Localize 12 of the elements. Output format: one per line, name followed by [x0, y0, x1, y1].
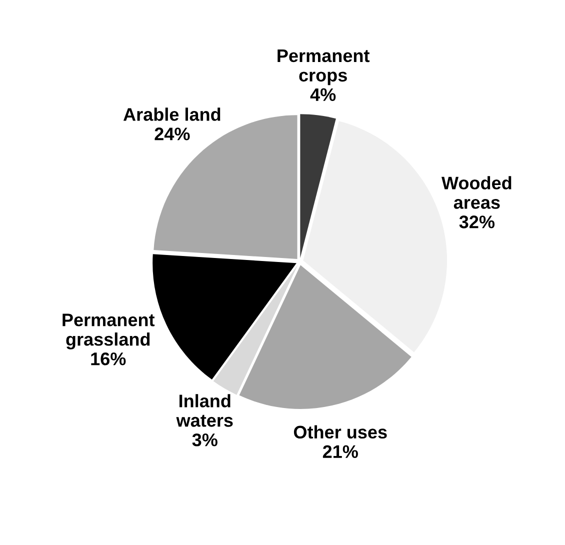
- data-label: 3%: [192, 433, 218, 446]
- slice-label: Arable land: [123, 108, 220, 121]
- data-label: 21%: [322, 445, 358, 458]
- data-label: 24%: [154, 128, 190, 140]
- data-label: 32%: [459, 216, 495, 228]
- data-label: 16%: [91, 352, 126, 366]
- slice-label: Other uses: [294, 425, 387, 439]
- data-label: 4%: [310, 88, 336, 102]
- slice-label: Wooded areas: [442, 176, 512, 209]
- slice-label: Permanent grassland: [62, 314, 155, 350]
- slice-label: Inland waters: [176, 394, 233, 427]
- slice-label: Permanent crops: [278, 50, 370, 86]
